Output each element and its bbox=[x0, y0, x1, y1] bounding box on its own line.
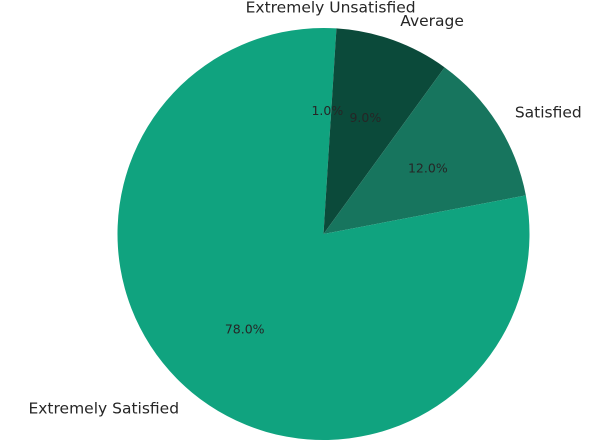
slice-label-extremely-satisfied: Extremely Satisfied bbox=[28, 400, 179, 418]
pie-slice-satisfied bbox=[323, 67, 526, 234]
slice-pct-satisfied: 12.0% bbox=[408, 160, 448, 175]
pie-slice-extremely-satisfied bbox=[117, 28, 530, 441]
pie-slice-extremely-unsatisfied bbox=[323, 28, 337, 234]
slice-label-average: Average bbox=[400, 12, 464, 30]
slice-label-satisfied: Satisfied bbox=[515, 104, 582, 122]
pie-labels: Extremely Unsatisfied 1.0% Average 9.0% Sati… bbox=[28, 0, 581, 418]
pie-slice-average bbox=[323, 28, 445, 234]
slice-pct-extremely-satisfied: 78.0% bbox=[225, 322, 265, 337]
pie-slices bbox=[117, 28, 530, 441]
slice-pct-average: 9.0% bbox=[349, 110, 381, 125]
slice-pct-extremely-unsatisfied: 1.0% bbox=[311, 103, 343, 118]
slice-label-extremely-unsatisfied: Extremely Unsatisfied bbox=[246, 0, 416, 17]
